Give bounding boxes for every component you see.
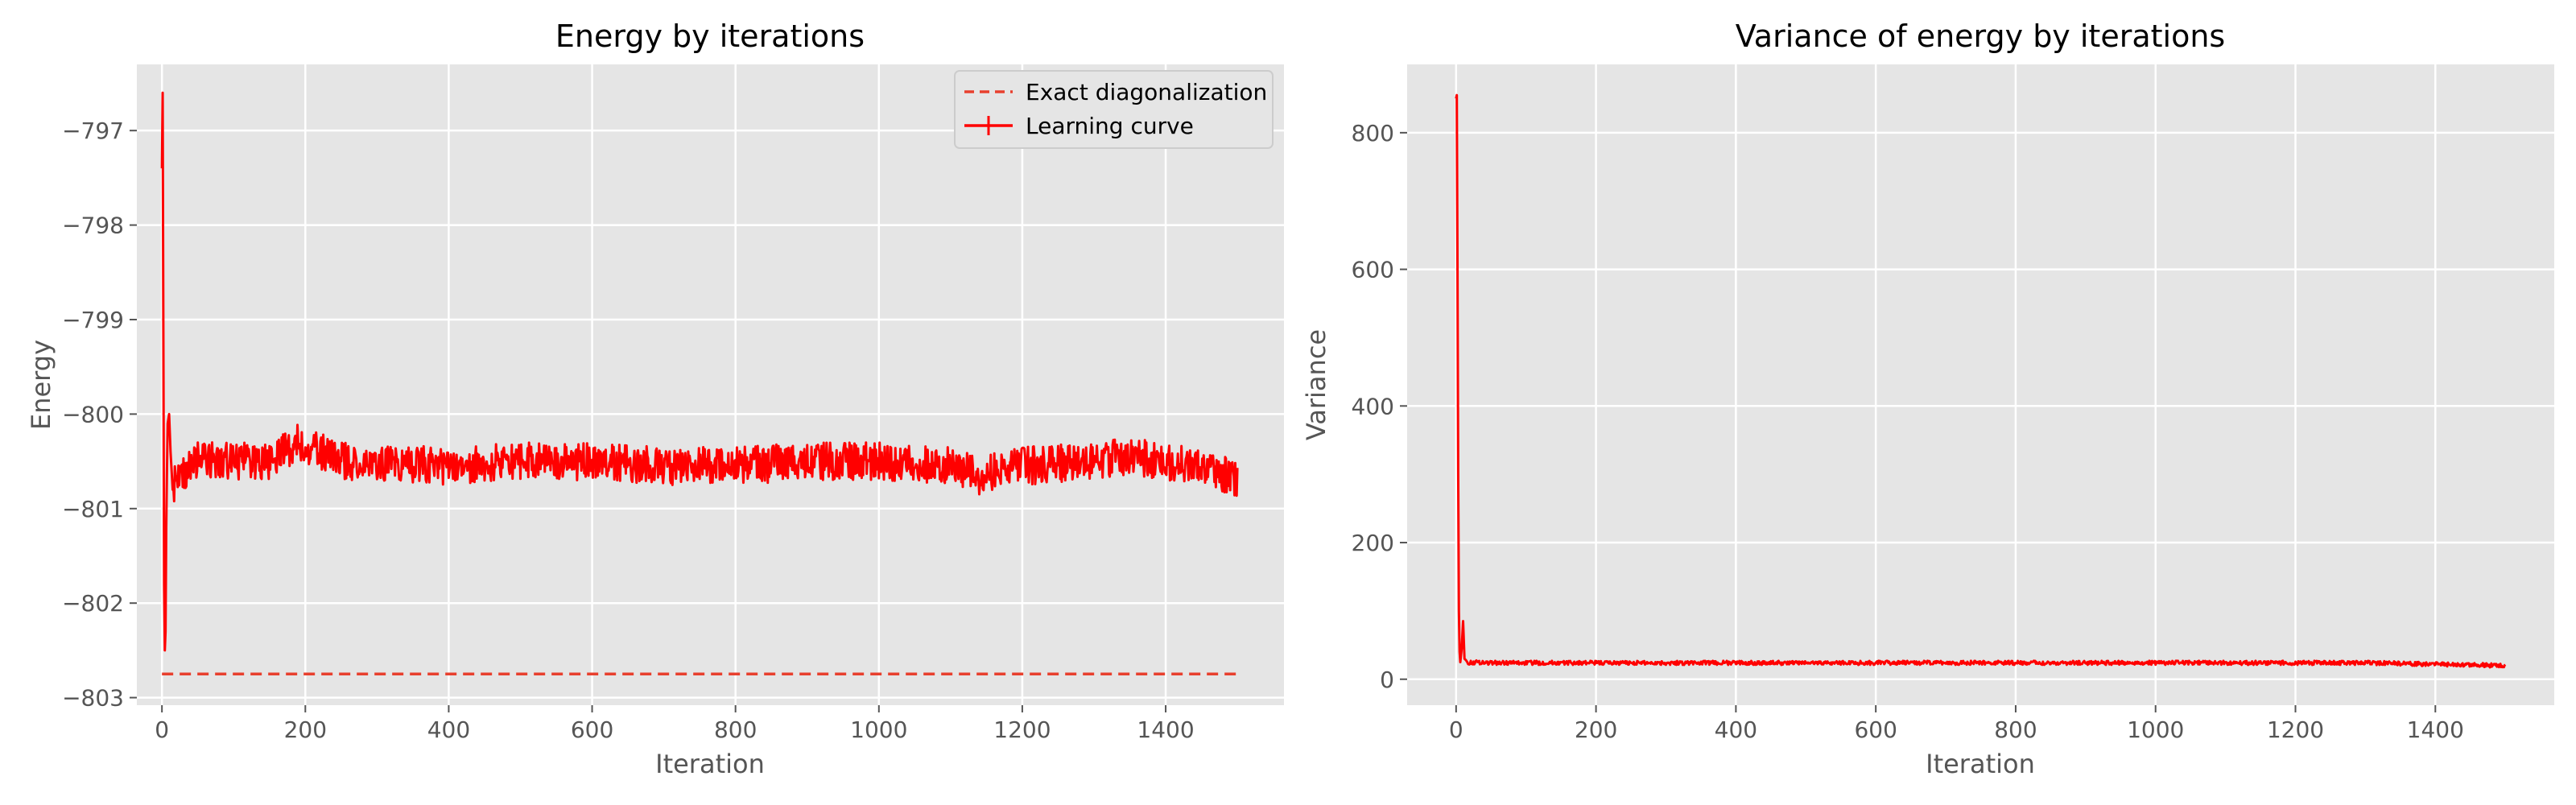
variance-x-tick-label: 1400: [2407, 716, 2464, 743]
variance-y-tick-label: 400: [1352, 393, 1394, 419]
variance-x-tick-label: 1200: [2267, 716, 2324, 743]
energy-y-tick-label: −802: [62, 590, 124, 617]
energy-y-ticks: −803 −802 −801 −800 −799 −798 −797: [62, 118, 137, 712]
variance-x-tick-label: 600: [1854, 716, 1897, 743]
energy-x-ticks: 0 200 400 600 800 1000 1200 1400: [155, 705, 1195, 743]
energy-x-tick-label: 200: [284, 716, 327, 743]
variance-chart-title: Variance of energy by iterations: [1736, 19, 2225, 54]
energy-x-tick-label: 0: [155, 716, 169, 743]
variance-grid: [1407, 64, 2554, 705]
legend-entry-learning: Learning curve: [1026, 113, 1194, 139]
variance-y-tick-label: 800: [1352, 120, 1394, 147]
energy-y-tick-label: −803: [62, 685, 124, 712]
legend-entry-exact: Exact diagonalization: [1026, 79, 1267, 105]
energy-plot-area: [137, 64, 1284, 705]
energy-y-tick-label: −797: [62, 118, 124, 144]
variance-x-tick-label: 0: [1449, 716, 1463, 743]
energy-x-tick-label: 1200: [993, 716, 1051, 743]
variance-x-tick-label: 800: [1994, 716, 2037, 743]
variance-x-axis-label: Iteration: [1926, 749, 2035, 779]
energy-y-tick-label: −799: [62, 307, 124, 333]
energy-chart: 0 200 400 600 800 1000 1200 1400 −803−802−801−8…: [26, 19, 1284, 779]
energy-y-tick-label: −798: [62, 213, 124, 239]
variance-chart: 0 200 400 600 800 1000 1200 1400 0200400600800 …: [1301, 19, 2554, 779]
energy-y-axis-label: Energy: [26, 340, 56, 430]
energy-y-tick-label: −800: [62, 401, 124, 427]
variance-x-ticks: 0 200 400 600 800 1000 1200 1400: [1449, 705, 2464, 743]
legend-box: [954, 70, 1274, 149]
energy-series-layer: [160, 91, 1239, 676]
variance-y-tick-label: 600: [1352, 257, 1394, 283]
energy-chart-title: Energy by iterations: [555, 19, 865, 54]
variance-y-tick-label: 0: [1380, 667, 1394, 693]
energy-x-axis-label: Iteration: [655, 749, 765, 779]
energy-x-tick-label: 1400: [1137, 716, 1194, 743]
energy-grid: [137, 64, 1284, 705]
energy-x-tick-label: 800: [714, 716, 757, 743]
variance-y-tick-label: 200: [1352, 530, 1394, 556]
variance-x-tick-label: 200: [1575, 716, 1617, 743]
variance-y-ticks: 0 200 400 600 800: [1352, 120, 1407, 693]
energy-x-tick-label: 1000: [850, 716, 907, 743]
series-learning-curve: [160, 91, 1239, 652]
energy-y-tick-label: −801: [62, 496, 124, 522]
variance-series-layer: [1455, 93, 2507, 669]
variance-x-tick-label: 400: [1715, 716, 1757, 743]
variance-x-tick-label: 1000: [2127, 716, 2184, 743]
energy-legend: Exact diagonalization Learning curve: [954, 70, 1274, 149]
energy-x-tick-label: 400: [427, 716, 470, 743]
variance-plot-area: [1407, 64, 2554, 705]
energy-x-tick-label: 600: [571, 716, 613, 743]
series-variance: [1455, 93, 2507, 669]
variance-y-axis-label: Variance: [1301, 329, 1331, 440]
